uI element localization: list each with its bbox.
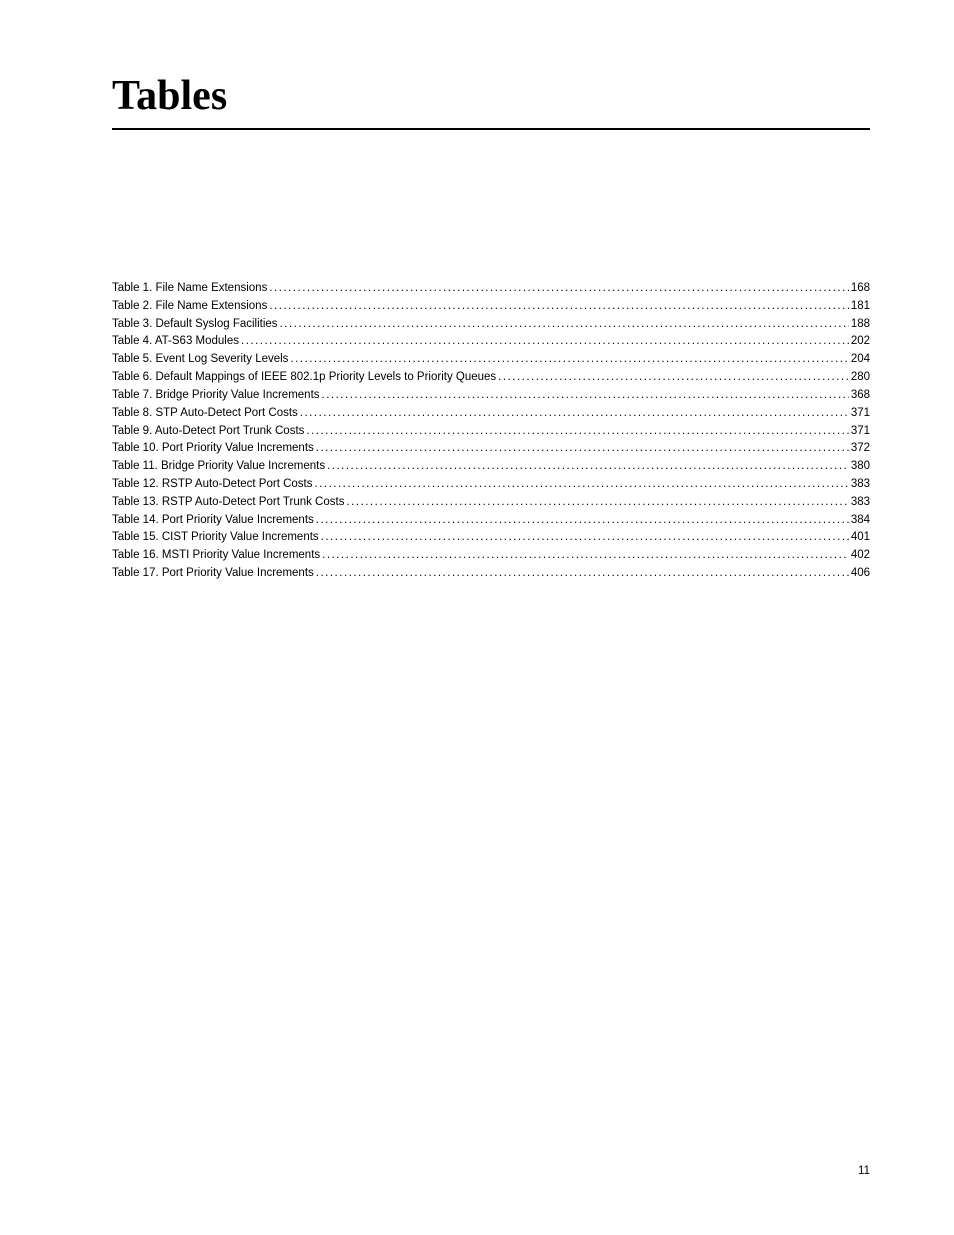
toc-dots <box>498 369 849 387</box>
toc-label: Table 16. MSTI Priority Value Increments <box>112 547 320 565</box>
toc-label: Table 10. Port Priority Value Increments <box>112 440 314 458</box>
toc-page: 168 <box>851 280 870 298</box>
toc-dots <box>321 529 849 547</box>
toc-dots <box>290 351 848 369</box>
toc-label: Table 12. RSTP Auto-Detect Port Costs <box>112 476 313 494</box>
toc-page: 406 <box>851 565 870 583</box>
toc-label: Table 9. Auto-Detect Port Trunk Costs <box>112 423 304 441</box>
toc-page: 204 <box>851 351 870 369</box>
toc-page: 371 <box>851 423 870 441</box>
toc-entry: Table 15. CIST Priority Value Increments… <box>112 529 870 547</box>
toc-entry: Table 10. Port Priority Value Increments… <box>112 440 870 458</box>
toc-page: 368 <box>851 387 870 405</box>
toc-label: Table 6. Default Mappings of IEEE 802.1p… <box>112 369 496 387</box>
toc-page: 402 <box>851 547 870 565</box>
toc-page: 280 <box>851 369 870 387</box>
toc-label: Table 5. Event Log Severity Levels <box>112 351 288 369</box>
toc-entry: Table 11. Bridge Priority Value Incremen… <box>112 458 870 476</box>
toc-label: Table 7. Bridge Priority Value Increment… <box>112 387 320 405</box>
toc-page: 371 <box>851 405 870 423</box>
toc-entry: Table 3. Default Syslog Facilities 188 <box>112 316 870 334</box>
toc-entry: Table 13. RSTP Auto-Detect Port Trunk Co… <box>112 494 870 512</box>
toc-entry: Table 8. STP Auto-Detect Port Costs 371 <box>112 405 870 423</box>
toc-entry: Table 4. AT-S63 Modules 202 <box>112 333 870 351</box>
toc-label: Table 3. Default Syslog Facilities <box>112 316 278 334</box>
page-title: Tables <box>112 72 870 120</box>
toc-page: 401 <box>851 529 870 547</box>
toc-dots <box>315 476 849 494</box>
toc-page: 372 <box>851 440 870 458</box>
toc-page: 181 <box>851 298 870 316</box>
toc-dots <box>316 565 849 583</box>
toc-dots <box>269 280 848 298</box>
page-number: 11 <box>858 1165 870 1177</box>
toc-entry: Table 2. File Name Extensions 181 <box>112 298 870 316</box>
toc-dots <box>269 298 848 316</box>
toc-label: Table 11. Bridge Priority Value Incremen… <box>112 458 325 476</box>
toc-dots <box>322 387 849 405</box>
toc-label: Table 14. Port Priority Value Increments <box>112 512 314 530</box>
toc-label: Table 1. File Name Extensions <box>112 280 267 298</box>
toc-dots <box>280 316 849 334</box>
toc-entry: Table 7. Bridge Priority Value Increment… <box>112 387 870 405</box>
toc-entry: Table 16. MSTI Priority Value Increments… <box>112 547 870 565</box>
toc-page: 384 <box>851 512 870 530</box>
toc-list: Table 1. File Name Extensions 168 Table … <box>112 280 870 583</box>
toc-dots <box>241 333 849 351</box>
toc-entry: Table 9. Auto-Detect Port Trunk Costs 37… <box>112 423 870 441</box>
toc-page: 188 <box>851 316 870 334</box>
toc-label: Table 17. Port Priority Value Increments <box>112 565 314 583</box>
toc-dots <box>300 405 849 423</box>
toc-label: Table 8. STP Auto-Detect Port Costs <box>112 405 298 423</box>
toc-entry: Table 14. Port Priority Value Increments… <box>112 512 870 530</box>
toc-dots <box>316 440 849 458</box>
toc-dots <box>327 458 849 476</box>
toc-dots <box>316 512 849 530</box>
toc-label: Table 15. CIST Priority Value Increments <box>112 529 319 547</box>
page-container: Tables Table 1. File Name Extensions 168… <box>0 0 954 583</box>
toc-page: 380 <box>851 458 870 476</box>
toc-dots <box>322 547 849 565</box>
toc-label: Table 4. AT-S63 Modules <box>112 333 239 351</box>
toc-page: 202 <box>851 333 870 351</box>
title-underline <box>112 128 870 130</box>
toc-label: Table 13. RSTP Auto-Detect Port Trunk Co… <box>112 494 344 512</box>
toc-entry: Table 5. Event Log Severity Levels 204 <box>112 351 870 369</box>
toc-page: 383 <box>851 494 870 512</box>
toc-entry: Table 17. Port Priority Value Increments… <box>112 565 870 583</box>
toc-entry: Table 12. RSTP Auto-Detect Port Costs 38… <box>112 476 870 494</box>
toc-page: 383 <box>851 476 870 494</box>
toc-label: Table 2. File Name Extensions <box>112 298 267 316</box>
toc-entry: Table 6. Default Mappings of IEEE 802.1p… <box>112 369 870 387</box>
toc-dots <box>346 494 848 512</box>
toc-entry: Table 1. File Name Extensions 168 <box>112 280 870 298</box>
toc-dots <box>306 423 848 441</box>
